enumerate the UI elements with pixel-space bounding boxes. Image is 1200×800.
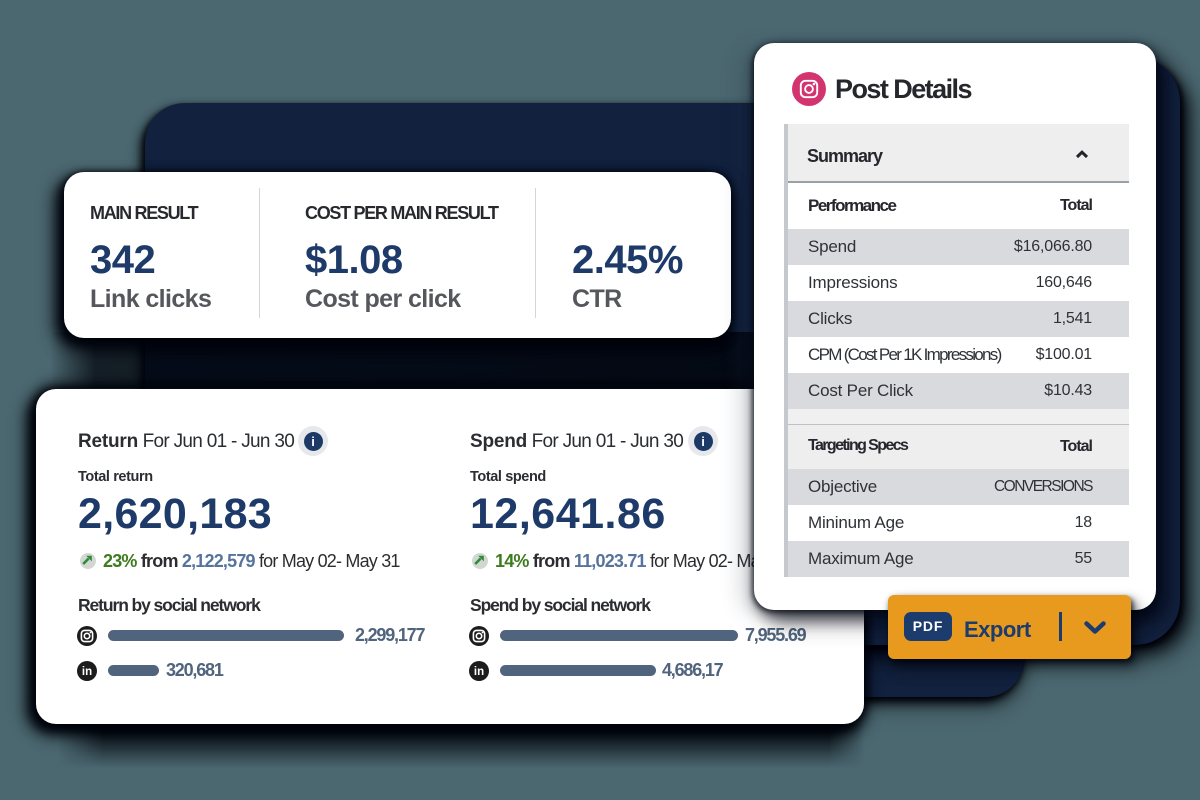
- svg-text:in: in: [474, 666, 484, 678]
- svg-text:in: in: [82, 666, 92, 678]
